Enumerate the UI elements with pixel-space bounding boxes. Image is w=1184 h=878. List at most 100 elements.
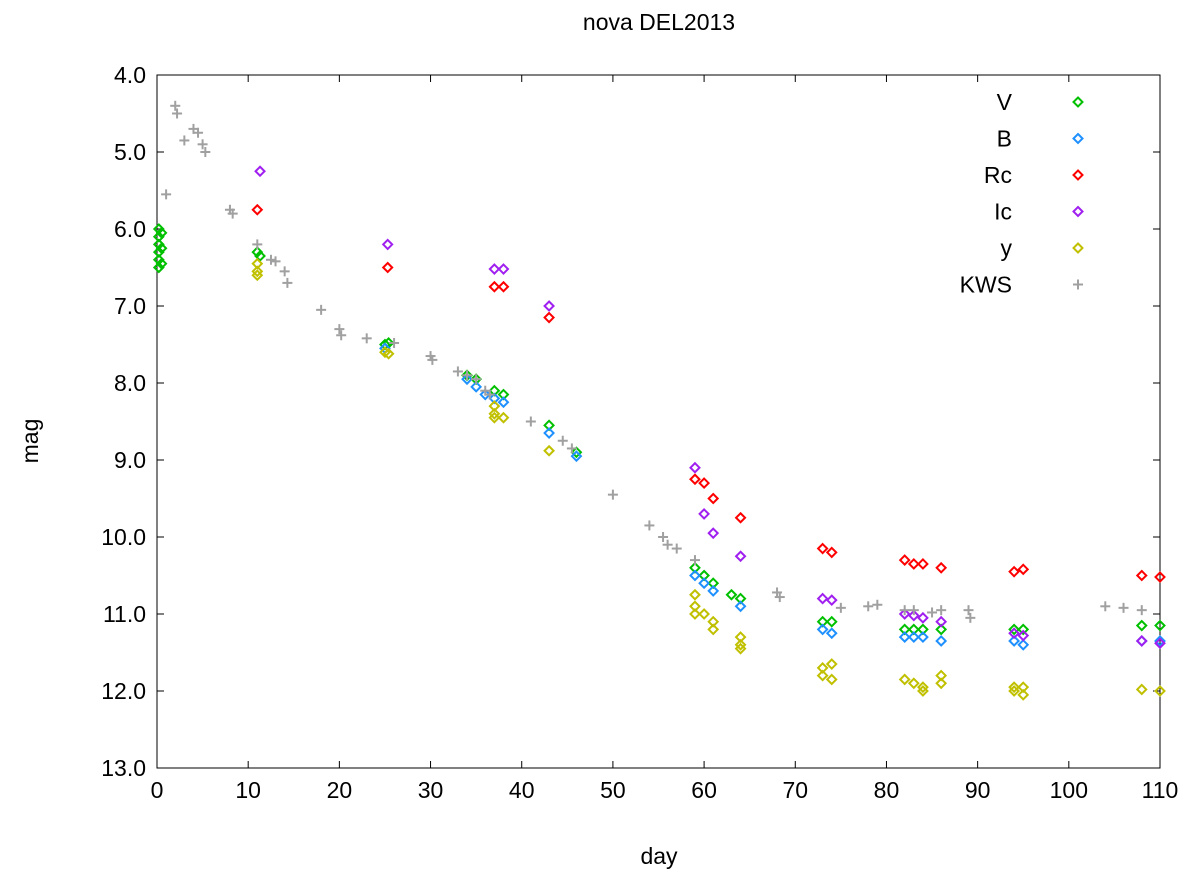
legend-marker <box>1073 279 1083 290</box>
data-point <box>1008 623 1021 636</box>
data-point <box>907 631 920 644</box>
data-point <box>543 300 555 312</box>
data-point <box>816 623 829 636</box>
y-tick-label: 12.0 <box>101 678 146 704</box>
data-point <box>488 407 501 420</box>
data-point <box>334 324 345 335</box>
y-tick-label: 9.0 <box>114 447 146 473</box>
data-point <box>470 380 483 393</box>
data-point <box>389 337 400 348</box>
data-point <box>251 269 264 282</box>
x-tick-label: 0 <box>151 777 164 803</box>
y-tick-label: 11.0 <box>103 601 146 627</box>
data-point <box>935 623 948 636</box>
y-tick-label: 10.0 <box>101 524 146 550</box>
data-point <box>265 254 276 265</box>
data-point <box>662 539 673 550</box>
data-point <box>725 588 738 601</box>
x-tick-label: 30 <box>418 777 444 803</box>
data-point <box>1154 685 1166 697</box>
data-point <box>570 446 583 459</box>
data-point <box>1008 685 1021 697</box>
data-point <box>689 569 701 582</box>
data-point <box>734 550 747 563</box>
data-point <box>935 615 948 628</box>
data-point <box>1154 635 1166 647</box>
data-point <box>671 543 682 554</box>
legend-label: y <box>1001 235 1013 261</box>
data-point <box>381 238 394 251</box>
data-point <box>917 631 929 644</box>
data-point <box>1017 688 1030 701</box>
data-point <box>179 135 190 146</box>
data-point <box>607 489 618 500</box>
data-point <box>461 373 473 386</box>
data-point <box>825 594 838 607</box>
data-point <box>689 473 701 486</box>
y-tick-label: 5.0 <box>114 139 146 165</box>
x-tick-label: 50 <box>600 777 626 803</box>
data-point <box>734 600 747 613</box>
x-tick-label: 20 <box>327 777 353 803</box>
data-point <box>774 592 785 603</box>
data-point <box>1135 619 1148 632</box>
data-point <box>161 189 172 200</box>
data-point <box>825 615 838 628</box>
data-point <box>361 333 372 344</box>
data-point <box>935 635 948 647</box>
data-point <box>270 256 281 267</box>
data-point <box>1017 563 1030 576</box>
data-point <box>698 608 711 620</box>
data-point <box>543 311 555 324</box>
data-point <box>898 608 911 620</box>
legend-label: Rc <box>984 162 1012 188</box>
data-point <box>907 558 920 570</box>
data-point <box>707 492 720 505</box>
y-tick-label: 8.0 <box>114 370 146 396</box>
y-tick-label: 4.0 <box>114 62 146 88</box>
data-point <box>707 527 720 540</box>
data-point <box>488 411 501 424</box>
axis-ticks: 0 10 20 30 40 50 60 70 80 90 100 110 4.0 5.0 6.0 7.0 8.0… <box>101 62 1178 803</box>
series-v <box>152 223 1166 636</box>
data-point <box>1136 605 1147 616</box>
data-points <box>152 100 1166 701</box>
data-point <box>155 226 168 239</box>
data-point <box>825 627 838 640</box>
legend-item: y <box>1001 235 1084 261</box>
data-point <box>816 669 829 682</box>
data-point <box>698 577 711 590</box>
legend-marker <box>1072 132 1084 145</box>
data-point <box>734 642 747 655</box>
data-point <box>543 444 555 457</box>
data-point <box>734 638 747 651</box>
data-point <box>1135 569 1148 582</box>
legend-item: V <box>997 89 1084 115</box>
data-point <box>935 677 948 690</box>
x-tick-label: 110 <box>1142 777 1179 803</box>
data-point <box>1017 629 1030 642</box>
x-axis-label: day <box>640 843 678 869</box>
data-point <box>557 435 568 446</box>
data-point <box>1008 565 1021 578</box>
data-point <box>917 685 929 697</box>
data-point <box>698 477 711 490</box>
data-point <box>251 265 264 278</box>
data-point <box>965 612 976 623</box>
data-point <box>427 354 438 365</box>
series-b <box>379 342 1166 651</box>
data-point <box>336 330 347 341</box>
data-point <box>227 208 238 219</box>
data-point <box>497 411 510 424</box>
data-point <box>825 673 838 686</box>
legend: VB Rc Ic y KWS <box>960 89 1084 298</box>
data-point <box>907 609 920 622</box>
data-point <box>872 599 883 610</box>
data-point <box>1154 637 1166 650</box>
x-tick-label: 40 <box>509 777 535 803</box>
y-tick-label: 7.0 <box>114 293 146 319</box>
y-tick-label: 6.0 <box>114 216 146 242</box>
x-tick-label: 70 <box>782 777 808 803</box>
